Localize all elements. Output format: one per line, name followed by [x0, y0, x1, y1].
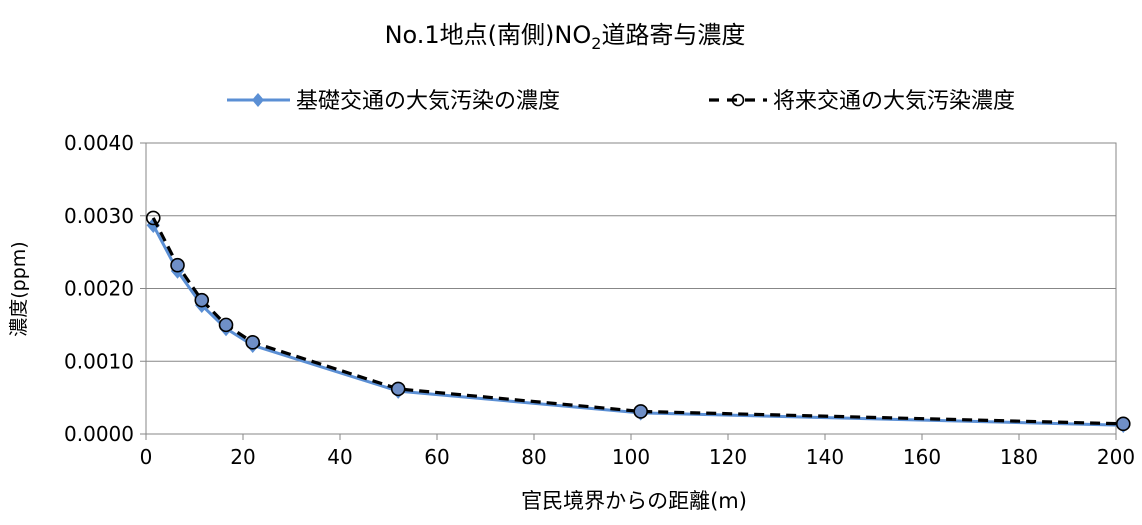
x-tick-label: 180 — [1000, 445, 1038, 469]
y-tick-label: 0.0000 — [64, 422, 134, 446]
x-tick-label: 100 — [612, 445, 650, 469]
data-point-future — [633, 404, 649, 419]
data-point-future — [145, 210, 161, 226]
series-layer — [145, 210, 1131, 434]
y-axis-label: 濃度(ppm) — [8, 241, 30, 336]
x-tick-label: 40 — [327, 445, 352, 469]
x-tick-label: 160 — [903, 445, 941, 469]
data-point-future — [245, 335, 260, 350]
series-line-future — [151, 217, 1124, 426]
x-tick-label: 20 — [230, 445, 255, 469]
data-point-future — [170, 257, 185, 273]
x-tick-label: 60 — [424, 445, 449, 469]
x-tick-label: 0 — [140, 445, 153, 469]
chart-title-main: No.1地点(南側)NO — [385, 21, 592, 49]
y-tick-label: 0.0040 — [64, 131, 134, 155]
x-tick-labels: 0 20 40 60 80 100 120 140 160 180 200 — [140, 445, 1135, 469]
x-tick-label: 140 — [806, 445, 844, 469]
y-tick-label: 0.0020 — [64, 277, 134, 301]
x-axis-label: 官民境界からの距離(m) — [521, 489, 747, 513]
legend-label-future: 将来交通の大気汚染濃度 — [773, 89, 1015, 114]
x-tick-label: 80 — [521, 445, 546, 469]
legend-marker-future — [731, 93, 745, 107]
legend: 基礎交通の大気汚染の濃度 将来交通の大気汚染濃度 — [227, 89, 1015, 114]
chart-title-subscript: 2 — [591, 34, 601, 53]
x-tick-label: 120 — [709, 445, 747, 469]
y-tick-label: 0.0010 — [64, 349, 134, 373]
y-tick-labels: 0.0000 0.0010 0.0020 0.0030 0.0040 — [64, 131, 134, 446]
y-tick-label: 0.0030 — [64, 204, 134, 228]
data-point-future — [390, 381, 406, 397]
chart-title-rest: 道路寄与濃度 — [601, 21, 745, 49]
legend-label-base: 基礎交通の大気汚染の濃度 — [296, 89, 560, 114]
x-tick-label: 200 — [1097, 445, 1135, 469]
data-point-future — [1115, 416, 1131, 432]
data-point-future — [218, 317, 234, 333]
series-line-base — [151, 224, 1124, 427]
legend-marker-base — [252, 93, 264, 107]
chart-title: No.1地点(南側)NO2道路寄与濃度 — [385, 21, 746, 53]
axes — [140, 142, 1117, 440]
gridlines — [146, 142, 1116, 362]
data-point-future — [194, 292, 210, 308]
